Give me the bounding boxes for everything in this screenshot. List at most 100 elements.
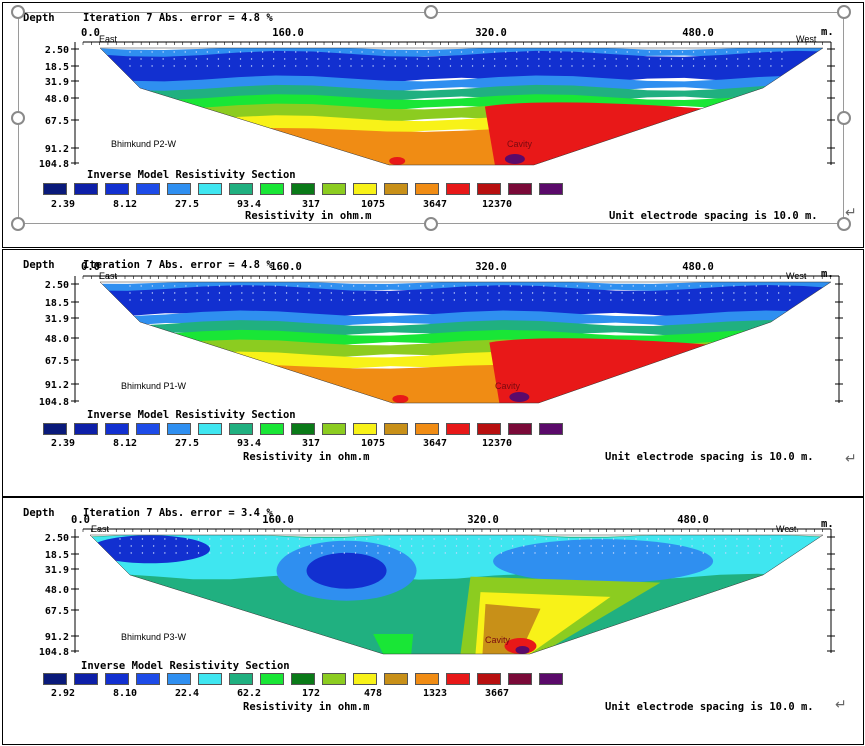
- datum-point: [206, 58, 209, 60]
- datum-point: [319, 285, 321, 287]
- datum-point: [464, 285, 467, 287]
- datum-point: [209, 538, 211, 540]
- datum-point: [272, 65, 275, 67]
- legend-swatch: [539, 673, 563, 685]
- legend-swatch: [353, 423, 377, 435]
- datum-point: [130, 545, 132, 547]
- legend-value: 12370: [481, 199, 513, 210]
- datum-point: [422, 552, 424, 554]
- legend-swatch: [43, 183, 67, 195]
- datum-point: [308, 292, 310, 294]
- datum-point: [263, 292, 265, 294]
- datum-point: [637, 51, 639, 53]
- depth-axis-tick-label: 67.5: [45, 116, 69, 127]
- datum-point: [295, 58, 297, 60]
- datum-point: [668, 538, 671, 540]
- datum-point: [527, 51, 529, 53]
- resize-handle-bottom-right[interactable]: [837, 217, 851, 231]
- resize-handle-middle-left[interactable]: [11, 111, 25, 125]
- datum-point: [229, 285, 232, 287]
- datum-point: [207, 299, 209, 301]
- datum-point: [467, 545, 469, 547]
- datum-point: [612, 538, 615, 540]
- datum-point: [511, 545, 514, 547]
- depth-axis-tick-label: 2.50: [45, 533, 69, 544]
- datum-point: [285, 285, 288, 287]
- datum-point: [637, 65, 639, 67]
- resistivity-panel-p2[interactable]: Depth Iteration 7 Abs. error = 4.8 % m. …: [2, 2, 864, 248]
- datum-point: [736, 552, 738, 554]
- resize-handle-top-center[interactable]: [424, 5, 438, 19]
- datum-point: [241, 292, 243, 294]
- resize-handle-top-right[interactable]: [837, 5, 851, 19]
- datum-point: [151, 292, 154, 294]
- legend-swatch: [260, 183, 284, 195]
- datum-point: [703, 65, 706, 67]
- datum-point: [635, 545, 637, 547]
- datum-point: [242, 538, 245, 540]
- resize-handle-top-left[interactable]: [11, 5, 25, 19]
- datum-point: [769, 538, 772, 540]
- legend-swatch: [477, 673, 501, 685]
- datum-point: [422, 545, 424, 547]
- legend-value: 2.39: [50, 438, 76, 449]
- datum-point: [319, 292, 321, 294]
- datum-point: [129, 51, 131, 53]
- datum-point: [680, 545, 682, 547]
- layer-higher: [100, 115, 823, 136]
- datum-point: [648, 58, 651, 60]
- legend-swatch: [353, 673, 377, 685]
- datum-point: [287, 552, 289, 554]
- datum-point: [455, 545, 458, 547]
- datum-point: [758, 545, 761, 547]
- datum-point: [713, 552, 716, 554]
- datum-point: [681, 51, 684, 53]
- legend-swatch: [229, 423, 253, 435]
- legend-swatch: [105, 423, 129, 435]
- datum-point: [688, 292, 690, 294]
- cavity-label: Cavity: [507, 139, 533, 149]
- legend-value: 22.4: [174, 688, 200, 699]
- datum-point: [527, 58, 529, 60]
- datum-point: [442, 285, 444, 287]
- legend-value: 3647: [422, 199, 448, 210]
- legend-value: 8.12: [112, 438, 138, 449]
- datum-point: [758, 552, 761, 554]
- datum-point: [220, 545, 222, 547]
- east-label: East: [91, 524, 110, 534]
- iteration-text: Iteration 7 Abs. error = 4.8 %: [83, 12, 273, 24]
- datum-point: [397, 299, 400, 301]
- datum-point: [523, 538, 525, 540]
- datum-point: [438, 58, 441, 60]
- datum-point: [449, 51, 452, 53]
- datum-point: [646, 545, 648, 547]
- datum-point: [427, 58, 430, 60]
- datum-point: [228, 65, 231, 67]
- datum-point: [554, 292, 556, 294]
- datum-point: [576, 285, 579, 287]
- datum-point: [420, 285, 422, 287]
- section-title: Inverse Model Resistivity Section: [81, 660, 290, 672]
- datum-point: [265, 538, 267, 540]
- datum-point: [361, 58, 363, 60]
- resize-handle-middle-right[interactable]: [837, 111, 851, 125]
- resistivity-panel-p1[interactable]: Depth Iteration 7 Abs. error = 4.8 % m. …: [2, 249, 864, 497]
- resistivity-panel-p3[interactable]: Depth Iteration 7 Abs. error = 3.4 % m. …: [2, 497, 864, 745]
- datum-point: [298, 552, 301, 554]
- datum-point: [239, 58, 242, 60]
- datum-point: [789, 285, 791, 287]
- datum-point: [388, 552, 390, 554]
- legend-value: 1075: [360, 199, 386, 210]
- datum-point: [635, 552, 637, 554]
- datum-point: [666, 292, 668, 294]
- datum-point: [509, 285, 511, 287]
- legend-value: 8.10: [112, 688, 138, 699]
- legend-swatch: [508, 423, 532, 435]
- datum-point: [253, 545, 256, 547]
- datum-point: [777, 299, 780, 301]
- resize-handle-bottom-left[interactable]: [11, 217, 25, 231]
- datum-point: [626, 65, 628, 67]
- x-axis-tick-label: 320.0: [475, 261, 507, 273]
- resize-handle-bottom-center[interactable]: [424, 217, 438, 231]
- datum-point: [399, 545, 402, 547]
